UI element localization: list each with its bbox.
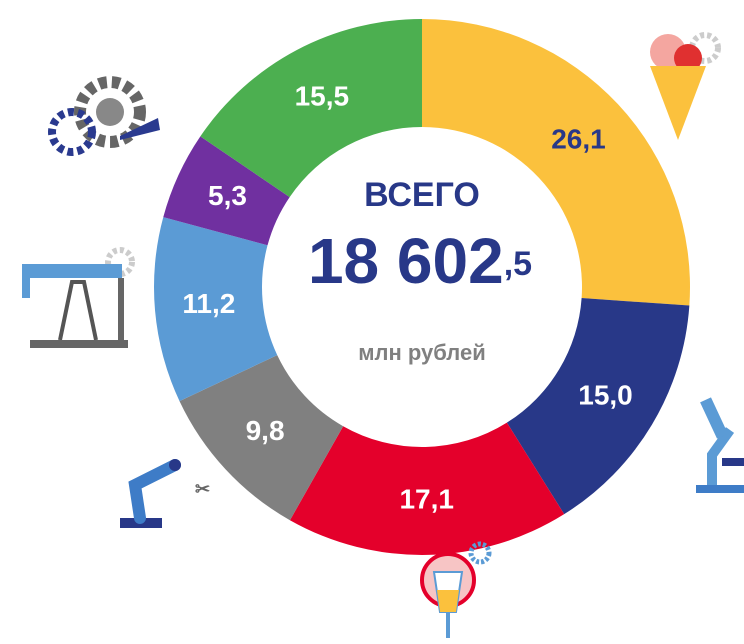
icon-glass [420,541,492,638]
slice-label: 17,1 [399,483,454,514]
slice [422,19,691,306]
slice-label: 15,0 [578,379,633,410]
icon-ice-cream [650,32,721,140]
slice [179,355,344,521]
icon-gears [48,76,160,156]
slice [289,422,565,555]
center-value-fraction: ,5 [504,245,532,283]
slice-label: 5,3 [208,180,247,211]
center-title: ВСЕГО [364,176,480,214]
icon-microscope [696,397,744,493]
slice [200,19,422,198]
center-unit: млн рублей [358,340,486,365]
icon-scissors: ✂ [195,479,210,499]
icon-robot-arm: ✂ [120,459,210,528]
slice [153,217,278,402]
slice-label: 9,8 [246,415,285,446]
donut [153,19,691,555]
slice [163,136,290,246]
slice-label: 26,1 [551,123,606,154]
center-value-main: 18 602 [308,225,504,297]
icon-oil-pump [22,247,135,348]
slice-label: 15,5 [295,80,350,111]
slice-label: 11,2 [182,288,235,319]
slice [506,298,690,515]
center-value: 18 602,5 [308,225,532,297]
